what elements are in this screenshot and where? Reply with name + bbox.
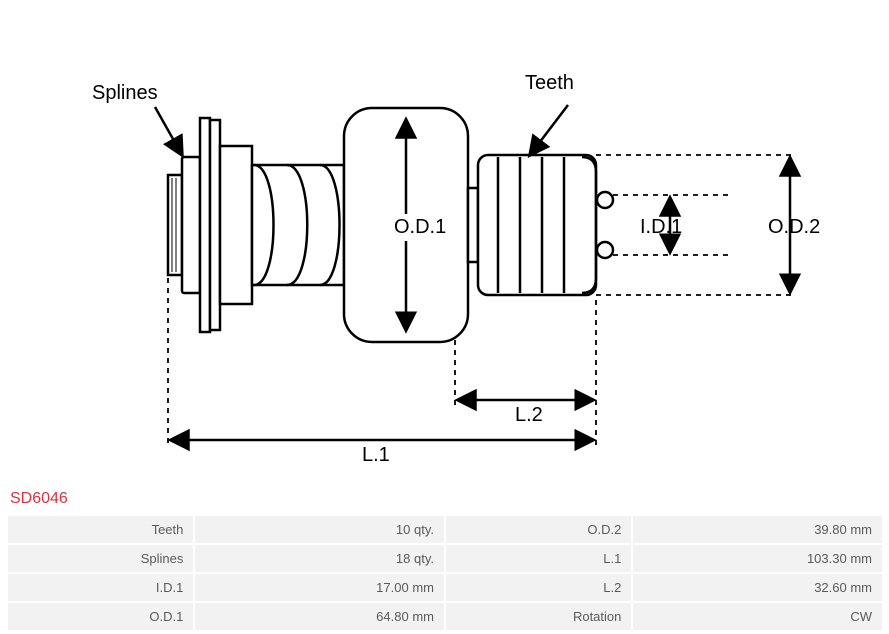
spec-value: 10 qty.: [195, 516, 444, 543]
spec-label: L.2: [446, 574, 631, 601]
splines-label: Splines: [92, 82, 158, 105]
table-row: Splines 18 qty. L.1 103.30 mm: [8, 545, 882, 572]
technical-diagram: Splines Teeth O.D.1 I.D.1 O.D.2 L.2 L.1: [0, 0, 889, 490]
spec-value: 39.80 mm: [633, 516, 882, 543]
l2-label: L.2: [515, 404, 543, 427]
spec-value: 32.60 mm: [633, 574, 882, 601]
id1-label: I.D.1: [640, 216, 682, 239]
spec-table: Teeth 10 qty. O.D.2 39.80 mm Splines 18 …: [6, 514, 884, 632]
od1-label: O.D.1: [392, 214, 448, 241]
spec-label: Rotation: [446, 603, 631, 630]
spec-value: 64.80 mm: [195, 603, 444, 630]
l1-label: L.1: [362, 444, 390, 467]
spec-value: 18 qty.: [195, 545, 444, 572]
spec-value: 103.30 mm: [633, 545, 882, 572]
part-code: SD6046: [0, 490, 889, 514]
od2-label: O.D.2: [768, 216, 820, 239]
spec-label: L.1: [446, 545, 631, 572]
spec-value: CW: [633, 603, 882, 630]
table-row: I.D.1 17.00 mm L.2 32.60 mm: [8, 574, 882, 601]
teeth-label: Teeth: [525, 72, 574, 95]
spec-label: I.D.1: [8, 574, 193, 601]
table-row: Teeth 10 qty. O.D.2 39.80 mm: [8, 516, 882, 543]
spec-label: Teeth: [8, 516, 193, 543]
spec-label: O.D.1: [8, 603, 193, 630]
spec-label: Splines: [8, 545, 193, 572]
spec-label: O.D.2: [446, 516, 631, 543]
table-row: O.D.1 64.80 mm Rotation CW: [8, 603, 882, 630]
spec-value: 17.00 mm: [195, 574, 444, 601]
